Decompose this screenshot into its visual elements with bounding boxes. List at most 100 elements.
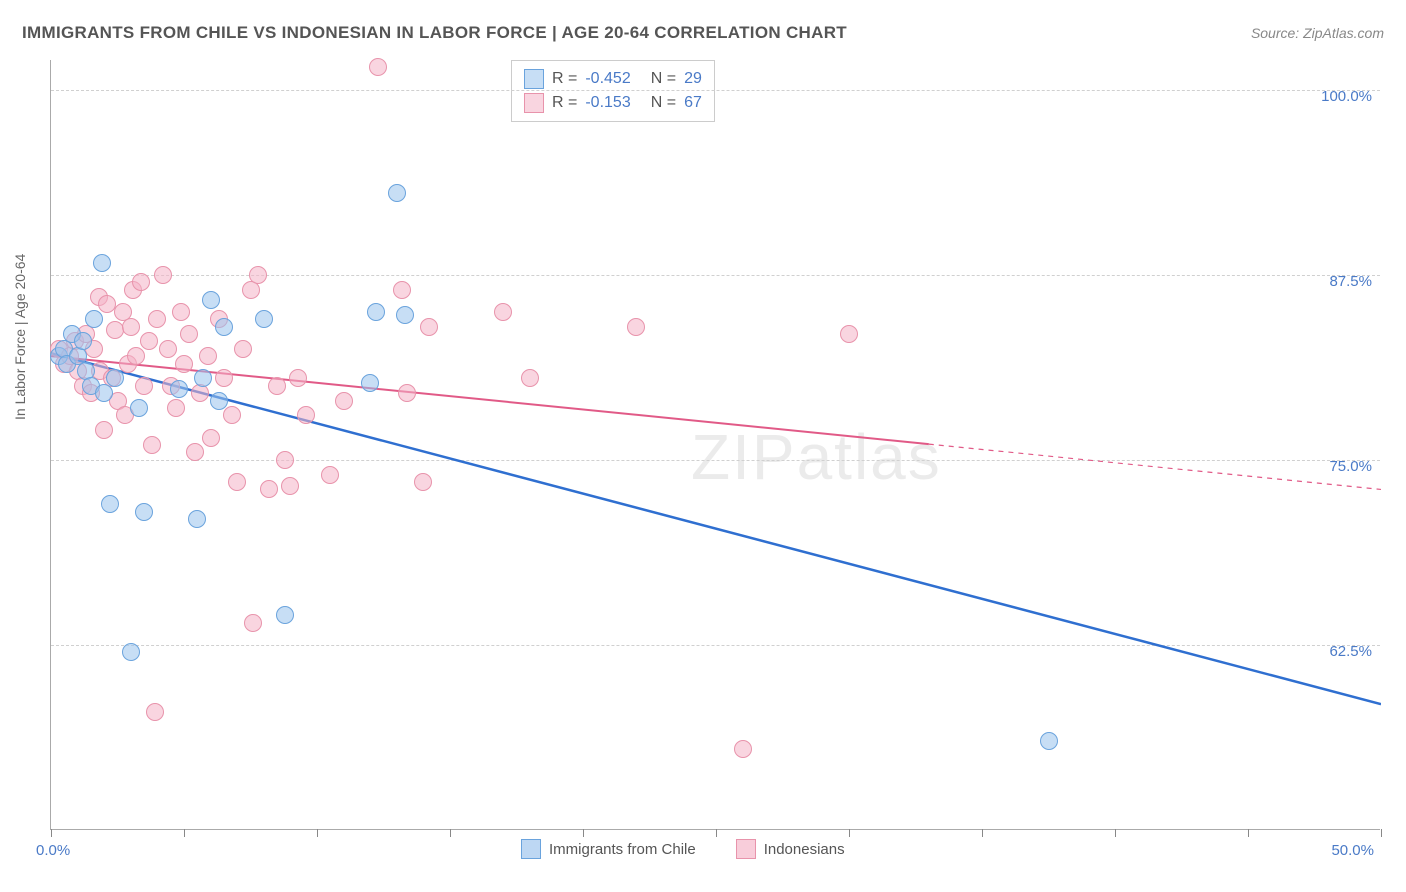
legend-swatch xyxy=(736,839,756,859)
x-tick xyxy=(1115,829,1116,837)
scatter-point xyxy=(194,369,212,387)
scatter-point xyxy=(521,369,539,387)
scatter-point xyxy=(159,340,177,358)
scatter-point xyxy=(132,273,150,291)
scatter-point xyxy=(494,303,512,321)
scatter-point xyxy=(167,399,185,417)
scatter-point xyxy=(74,332,92,350)
scatter-point xyxy=(210,392,228,410)
y-tick-label: 100.0% xyxy=(1312,88,1372,105)
legend-swatch xyxy=(524,69,544,89)
n-label: N = xyxy=(651,70,676,88)
scatter-point xyxy=(127,347,145,365)
scatter-point xyxy=(215,369,233,387)
scatter-point xyxy=(420,318,438,336)
chart-title: IMMIGRANTS FROM CHILE VS INDONESIAN IN L… xyxy=(22,23,847,43)
legend-swatch xyxy=(524,93,544,113)
scatter-point xyxy=(122,318,140,336)
scatter-point xyxy=(289,369,307,387)
scatter-point xyxy=(361,374,379,392)
scatter-point xyxy=(260,480,278,498)
scatter-point xyxy=(276,606,294,624)
legend-item: Immigrants from Chile xyxy=(521,839,696,859)
scatter-chart: ZIPatlas R = -0.452 N = 29 R = -0.153 N = 6… xyxy=(50,60,1380,830)
correlation-row: R = -0.153N = 67 xyxy=(524,91,702,115)
correlation-row: R = -0.452 N = 29 xyxy=(524,67,702,91)
r-label: R = xyxy=(552,94,577,112)
r-value: -0.153 xyxy=(585,94,630,112)
x-tick xyxy=(716,829,717,837)
scatter-point xyxy=(244,614,262,632)
r-value: -0.452 xyxy=(585,70,630,88)
x-tick xyxy=(51,829,52,837)
scatter-point xyxy=(175,355,193,373)
scatter-point xyxy=(321,466,339,484)
scatter-point xyxy=(234,340,252,358)
x-tick xyxy=(982,829,983,837)
scatter-point xyxy=(398,384,416,402)
scatter-point xyxy=(140,332,158,350)
scatter-point xyxy=(335,392,353,410)
r-label: R = xyxy=(552,70,577,88)
scatter-point xyxy=(202,429,220,447)
scatter-point xyxy=(95,384,113,402)
scatter-point xyxy=(228,473,246,491)
scatter-point xyxy=(297,406,315,424)
scatter-point xyxy=(95,421,113,439)
scatter-point xyxy=(101,495,119,513)
scatter-point xyxy=(388,184,406,202)
series-legend: Immigrants from Chile Indonesians xyxy=(521,839,845,859)
scatter-point xyxy=(85,310,103,328)
scatter-point xyxy=(143,436,161,454)
x-tick xyxy=(849,829,850,837)
scatter-point xyxy=(148,310,166,328)
source-label: Source: xyxy=(1251,25,1299,41)
scatter-point xyxy=(172,303,190,321)
source-name: ZipAtlas.com xyxy=(1303,25,1384,41)
chart-header: IMMIGRANTS FROM CHILE VS INDONESIAN IN L… xyxy=(22,18,1384,48)
scatter-point xyxy=(281,477,299,495)
scatter-point xyxy=(414,473,432,491)
x-tick xyxy=(317,829,318,837)
correlation-legend: R = -0.452N = 29R = -0.153N = 67 xyxy=(511,60,715,122)
legend-label: Indonesians xyxy=(764,841,845,858)
scatter-point xyxy=(154,266,172,284)
trendline-solid xyxy=(51,353,1381,704)
scatter-point xyxy=(170,380,188,398)
scatter-point xyxy=(255,310,273,328)
n-value: 29 xyxy=(684,70,702,88)
scatter-point xyxy=(199,347,217,365)
x-tick-label: 0.0% xyxy=(36,842,70,859)
scatter-point xyxy=(186,443,204,461)
y-axis-title: In Labor Force | Age 20-64 xyxy=(12,254,28,420)
legend-swatch xyxy=(521,839,541,859)
scatter-point xyxy=(146,703,164,721)
scatter-point xyxy=(734,740,752,758)
n-label: N = xyxy=(651,94,676,112)
watermark-text: ZIPatlas xyxy=(691,420,942,494)
scatter-point xyxy=(249,266,267,284)
scatter-point xyxy=(369,58,387,76)
scatter-point xyxy=(215,318,233,336)
x-tick xyxy=(184,829,185,837)
scatter-point xyxy=(1040,732,1058,750)
scatter-point xyxy=(188,510,206,528)
gridline-horizontal xyxy=(51,460,1380,461)
x-tick xyxy=(1248,829,1249,837)
scatter-point xyxy=(396,306,414,324)
x-tick xyxy=(583,829,584,837)
y-tick-label: 87.5% xyxy=(1312,273,1372,290)
gridline-horizontal xyxy=(51,90,1380,91)
scatter-point xyxy=(135,503,153,521)
x-tick-label: 50.0% xyxy=(1331,842,1374,859)
y-tick-label: 62.5% xyxy=(1312,643,1372,660)
scatter-point xyxy=(393,281,411,299)
scatter-point xyxy=(268,377,286,395)
scatter-point xyxy=(202,291,220,309)
scatter-point xyxy=(106,369,124,387)
gridline-horizontal xyxy=(51,645,1380,646)
scatter-point xyxy=(367,303,385,321)
scatter-point xyxy=(223,406,241,424)
scatter-point xyxy=(135,377,153,395)
scatter-point xyxy=(130,399,148,417)
